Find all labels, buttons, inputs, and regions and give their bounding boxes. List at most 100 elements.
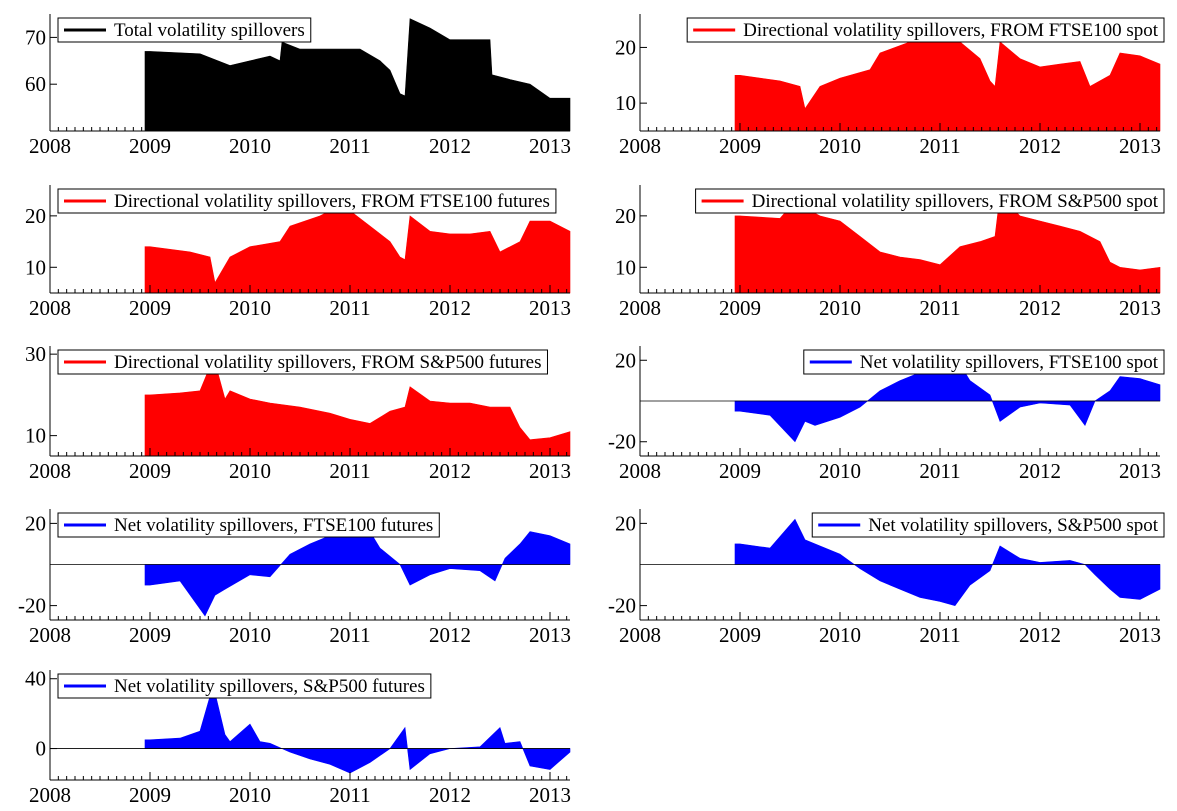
y-tick-label: 20 xyxy=(25,204,46,228)
x-tick-label: 2009 xyxy=(129,459,171,483)
y-tick-label: 60 xyxy=(25,72,46,96)
y-tick-label: 20 xyxy=(615,35,636,59)
x-tick-label: 2012 xyxy=(1019,134,1061,158)
x-tick-label: 2009 xyxy=(129,783,171,807)
legend-box xyxy=(686,17,1165,43)
legend-label: Directional volatility spillovers, FROM … xyxy=(752,191,1159,212)
chart-panel-6: 2008 2009 2010 2011 2012 2013 -20 20 Net volatil… xyxy=(608,346,1165,483)
legend-label: Directional volatility spillovers, FROM … xyxy=(743,20,1159,41)
x-tick-label: 2009 xyxy=(719,134,761,158)
chart-panel-5: 2008 2009 2010 2011 2012 2013 10 30 Directional … xyxy=(25,342,571,483)
x-tick-label: 2009 xyxy=(719,623,761,647)
legend-box xyxy=(57,349,548,375)
y-tick-label: 20 xyxy=(615,204,636,228)
x-tick-label: 2013 xyxy=(529,623,571,647)
legend: Directional volatility spillovers, FROM … xyxy=(57,349,548,375)
series-area xyxy=(734,518,1161,606)
x-tick-label: 2009 xyxy=(129,296,171,320)
x-tick-label: 2008 xyxy=(619,134,661,158)
x-tick-label: 2013 xyxy=(529,134,571,158)
y-tick-label: 70 xyxy=(25,25,46,49)
y-tick-label: 10 xyxy=(25,255,46,279)
series-area xyxy=(144,205,571,294)
legend: Total volatility spillovers xyxy=(57,17,312,43)
legend: Net volatility spillovers, S&P500 future… xyxy=(57,673,432,699)
legend: Directional volatility spillovers, FROM … xyxy=(686,17,1165,43)
legend-label: Net volatility spillovers, FTSE100 futur… xyxy=(114,515,433,536)
legend: Directional volatility spillovers, FROM … xyxy=(695,188,1165,214)
x-tick-label: 2010 xyxy=(819,296,861,320)
x-tick-label: 2013 xyxy=(529,783,571,807)
legend-box xyxy=(57,673,432,699)
x-tick-label: 2012 xyxy=(429,623,471,647)
x-tick-label: 2012 xyxy=(429,296,471,320)
legend-box xyxy=(811,512,1165,538)
legend-label: Net volatility spillovers, S&P500 spot xyxy=(868,515,1158,536)
x-tick-label: 2011 xyxy=(329,459,370,483)
x-tick-label: 2008 xyxy=(29,134,71,158)
x-tick-label: 2011 xyxy=(329,623,370,647)
series-area xyxy=(144,361,571,457)
y-tick-label: 20 xyxy=(615,348,636,372)
y-tick-label: 10 xyxy=(25,424,46,448)
x-tick-label: 2011 xyxy=(329,296,370,320)
x-tick-label: 2010 xyxy=(229,296,271,320)
x-tick-label: 2013 xyxy=(1119,623,1161,647)
legend: Directional volatility spillovers, FROM … xyxy=(57,188,557,214)
x-tick-label: 2009 xyxy=(129,134,171,158)
x-tick-label: 2010 xyxy=(229,134,271,158)
legend-label: Directional volatility spillovers, FROM … xyxy=(114,352,541,373)
x-tick-label: 2009 xyxy=(719,296,761,320)
chart-panel-8: 2008 2009 2010 2011 2012 2013 -20 20 Net volatil… xyxy=(608,509,1165,647)
x-tick-label: 2011 xyxy=(919,134,960,158)
legend-box xyxy=(695,188,1165,214)
legend-box xyxy=(57,512,440,538)
y-tick-label: -20 xyxy=(18,594,46,618)
legend: Net volatility spillovers, FTSE100 futur… xyxy=(57,512,440,538)
x-tick-label: 2008 xyxy=(29,623,71,647)
x-tick-label: 2013 xyxy=(529,296,571,320)
chart-panel-7: 2008 2009 2010 2011 2012 2013 -20 20 Net volatil… xyxy=(18,509,571,647)
y-tick-label: 20 xyxy=(615,511,636,535)
legend-label: Total volatility spillovers xyxy=(114,20,305,41)
x-tick-label: 2008 xyxy=(29,296,71,320)
x-tick-label: 2011 xyxy=(329,134,370,158)
x-tick-label: 2009 xyxy=(719,459,761,483)
series-area xyxy=(144,18,571,132)
x-tick-label: 2013 xyxy=(1119,296,1161,320)
x-tick-label: 2012 xyxy=(429,783,471,807)
x-tick-label: 2008 xyxy=(619,296,661,320)
y-tick-label: -20 xyxy=(608,430,636,454)
x-tick-label: 2012 xyxy=(429,134,471,158)
x-tick-label: 2011 xyxy=(329,783,370,807)
x-tick-label: 2010 xyxy=(819,134,861,158)
y-tick-label: 10 xyxy=(615,255,636,279)
x-tick-label: 2012 xyxy=(1019,623,1061,647)
y-tick-label: -20 xyxy=(608,594,636,618)
legend: Net volatility spillovers, S&P500 spot xyxy=(811,512,1165,538)
legend-label: Net volatility spillovers, FTSE100 spot xyxy=(860,352,1159,373)
series-area xyxy=(734,30,1161,132)
x-tick-label: 2011 xyxy=(919,623,960,647)
y-tick-label: 40 xyxy=(25,667,46,691)
y-tick-label: 30 xyxy=(25,342,46,366)
x-tick-label: 2013 xyxy=(1119,459,1161,483)
x-tick-label: 2010 xyxy=(229,459,271,483)
legend-box xyxy=(803,349,1165,375)
legend-label: Directional volatility spillovers, FROM … xyxy=(114,191,550,212)
chart-panel-9: 2008 2009 2010 2011 2012 2013 0 40 Net volatilit… xyxy=(25,667,571,807)
chart-panel-4: 2008 2009 2010 2011 2012 2013 10 20 Directional … xyxy=(615,185,1165,320)
x-tick-label: 2009 xyxy=(129,623,171,647)
chart-panel-3: 2008 2009 2010 2011 2012 2013 10 20 Directional … xyxy=(25,185,571,320)
x-tick-label: 2010 xyxy=(229,623,271,647)
y-tick-label: 0 xyxy=(36,737,47,761)
x-tick-label: 2012 xyxy=(1019,296,1061,320)
x-tick-label: 2013 xyxy=(1119,134,1161,158)
x-tick-label: 2008 xyxy=(29,783,71,807)
legend-label: Net volatility spillovers, S&P500 future… xyxy=(114,676,425,697)
series-area xyxy=(144,692,571,774)
x-tick-label: 2011 xyxy=(919,459,960,483)
chart-panel-1: 2008 2009 2010 2011 2012 2013 60 70 Total volati… xyxy=(25,14,571,158)
x-tick-label: 2008 xyxy=(619,623,661,647)
